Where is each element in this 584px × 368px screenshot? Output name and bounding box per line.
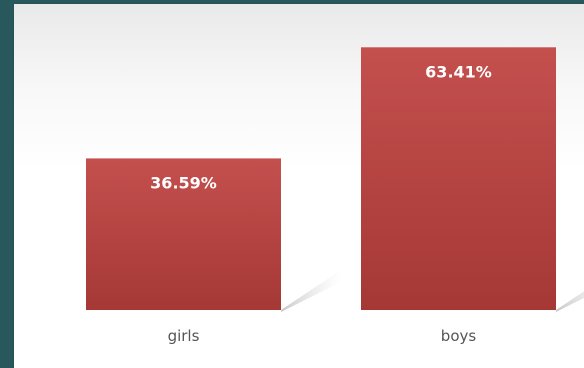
category-label-girls: girls — [168, 327, 200, 345]
bar-shadow-boys — [556, 291, 584, 312]
bar-girls — [86, 158, 281, 310]
bar-boys — [361, 47, 556, 311]
bar-shadow-girls — [281, 270, 341, 312]
data-label-boys: 63.41% — [425, 62, 492, 81]
category-label-boys: boys — [441, 327, 477, 345]
data-label-girls: 36.59% — [150, 173, 217, 192]
chart-marks: 36.59% girls 63.41% boys — [86, 47, 584, 345]
